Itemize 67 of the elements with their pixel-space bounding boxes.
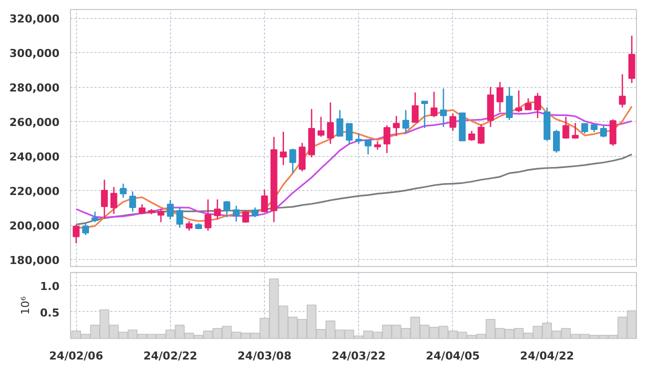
x-tick-label: 24/04/22 (520, 350, 574, 362)
y-tick-label: 320,000 (9, 12, 60, 26)
candlestick (392, 115, 400, 137)
y-tick-label: 220,000 (9, 185, 60, 198)
x-tick-label: 24/03/22 (332, 350, 386, 362)
candlestick (572, 122, 579, 140)
candlestick (610, 118, 616, 146)
candlestick (232, 205, 240, 222)
y-axis-title: 10⁶ (19, 296, 32, 315)
candlestick (120, 183, 127, 198)
y-tick-label: 180,000 (9, 254, 60, 268)
y-tick-label: 0.5 (40, 306, 60, 320)
candlestick (318, 116, 324, 138)
candlestick (72, 224, 80, 244)
candlestick (355, 132, 362, 145)
candlestick (138, 204, 146, 215)
y-tick-label: 260,000 (9, 116, 60, 130)
candlestick (92, 211, 98, 223)
y-tick-label: 300,000 (9, 47, 60, 60)
candlestick (82, 222, 89, 236)
candlestick (600, 124, 607, 138)
candlestick (176, 206, 184, 228)
y-tick-label: 1.0 (40, 280, 60, 293)
candlestick (261, 188, 268, 213)
candlestick (618, 74, 626, 108)
candlestick (553, 129, 560, 154)
candlestick (384, 124, 390, 154)
candlestick (346, 123, 353, 145)
candlestick (468, 130, 476, 142)
x-tick-label: 24/04/05 (426, 350, 480, 362)
candlestick (100, 179, 108, 219)
candlestick (412, 92, 419, 123)
candlestick (496, 81, 504, 113)
candlestick (562, 116, 570, 140)
candlestick (430, 91, 438, 118)
line-series (75, 154, 633, 226)
candlestick (402, 109, 410, 134)
candlestick (280, 131, 287, 166)
candlestick (515, 90, 522, 113)
candlestick (157, 208, 164, 223)
x-tick-label: 24/03/08 (238, 350, 292, 362)
candlestick (581, 123, 588, 134)
y-tick-label: 280,000 (9, 82, 60, 95)
candlestick (336, 109, 344, 137)
candlestick (421, 100, 428, 129)
y-tick-label: 200,000 (9, 220, 60, 233)
candlestick (449, 112, 456, 132)
candlestick (506, 86, 513, 121)
x-tick-label: 24/02/06 (49, 350, 104, 362)
candlestick (289, 148, 296, 174)
candlestick (214, 198, 221, 220)
candlestick (628, 35, 636, 84)
candlestick (327, 102, 334, 145)
x-tick-label: 24/02/22 (143, 350, 198, 362)
candlestick (110, 186, 118, 215)
candlestick (298, 142, 306, 172)
candlestick (166, 199, 174, 220)
y-tick-label: 240,000 (9, 150, 60, 164)
candlestick (478, 124, 485, 145)
candlestick (440, 88, 447, 128)
candlestick (186, 220, 193, 232)
candlestick (129, 190, 136, 212)
candlestick (534, 92, 542, 119)
candlestick (204, 198, 212, 232)
candlestick (364, 139, 372, 156)
candlestick (223, 200, 230, 218)
candlestick (252, 206, 259, 218)
